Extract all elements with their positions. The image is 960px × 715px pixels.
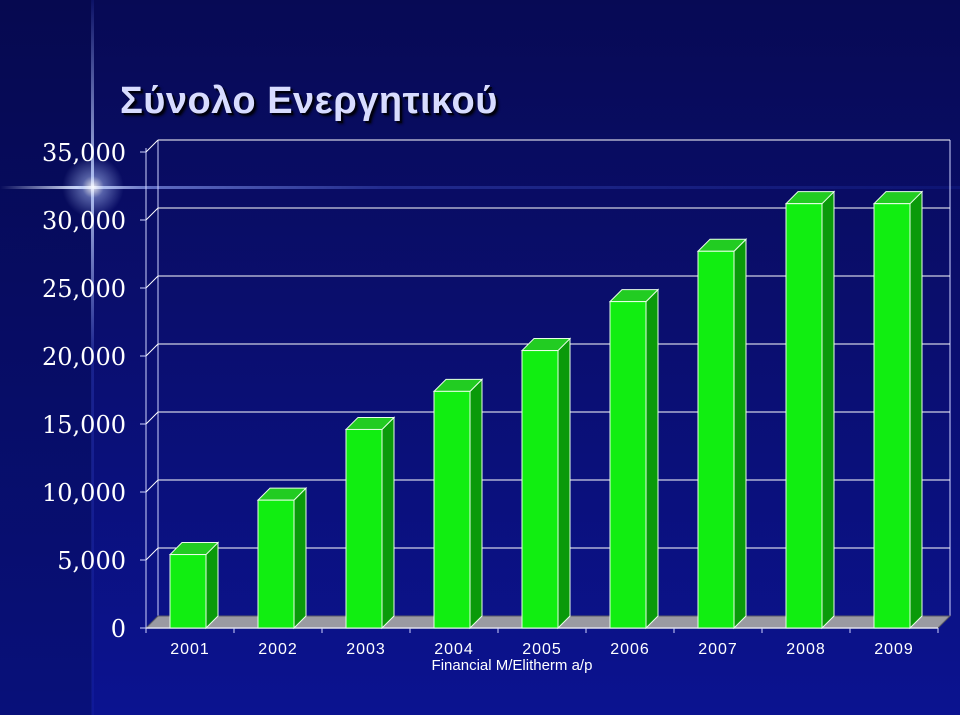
bar-side [293,486,307,630]
chart-walls [145,140,951,628]
bar-front [345,428,383,629]
bar-front [697,250,735,629]
x-tick-label: 2008 [786,641,826,658]
source-note: Financial M/Elitherm a/p [432,657,593,674]
chart-title: Σύνολο Ενεργητικού [120,80,498,122]
y-tick-label: 15,000 [42,411,126,439]
y-tick-label: 10,000 [42,479,126,507]
horizontal-glow-line [0,186,960,189]
bar-2005 [520,337,572,630]
bar-2002 [256,486,308,630]
bar-side [909,190,923,630]
x-axis: 2001 2002 2003 2004 2005 2006 2007 2008 2009 [145,628,939,658]
gridline-connector [145,139,159,153]
bar-side [645,288,659,630]
x-tick-label: 2006 [610,641,650,658]
bar-2008 [784,190,836,630]
bar-front [521,350,559,629]
bar-side [557,337,571,630]
gridline-connector [145,343,159,357]
bar-side [469,378,483,630]
x-tick-label: 2004 [434,641,474,658]
glow-star [62,156,124,218]
gridline-connector [145,275,159,289]
bar-2006 [608,288,660,630]
gridline-connector [145,479,159,493]
bar-2007 [696,238,748,630]
bar-2009 [872,190,924,630]
gridline-connector [145,411,159,425]
y-tick-label: 30,000 [42,207,126,235]
bar-front [609,301,647,629]
y-tick-label: 35,000 [42,139,126,167]
bar-2001 [168,541,220,630]
x-tick-label: 2007 [698,641,738,658]
x-tick-label: 2005 [522,641,562,658]
bar-side [381,416,395,630]
y-tick-label: 25,000 [42,275,126,303]
x-tick-label: 2003 [346,641,386,658]
bar-front [873,203,911,629]
bar-front [433,390,471,629]
bars [168,190,924,630]
bar-2004 [432,378,484,630]
y-axis: 0 5,000 10,000 15,000 20,000 25,000 30,000 35,0… [42,139,146,643]
bar-side [821,190,835,630]
bar-2003 [344,416,396,630]
x-tick-label: 2001 [170,641,210,658]
vertical-glow-line [91,0,94,715]
x-tick-label: 2002 [258,641,298,658]
y-tick-label: 5,000 [57,547,126,575]
bar-front [785,203,823,629]
gridline-connector [145,207,159,221]
bar-front [169,554,207,629]
bar-front [257,499,295,629]
y-tick-label: 20,000 [42,343,126,371]
gridline-connector [145,547,159,561]
bar-side [733,238,747,630]
bar-side [205,541,219,630]
left-accent-band [0,0,92,715]
x-tick-label: 2009 [874,641,914,658]
y-tick-label: 0 [111,615,126,643]
